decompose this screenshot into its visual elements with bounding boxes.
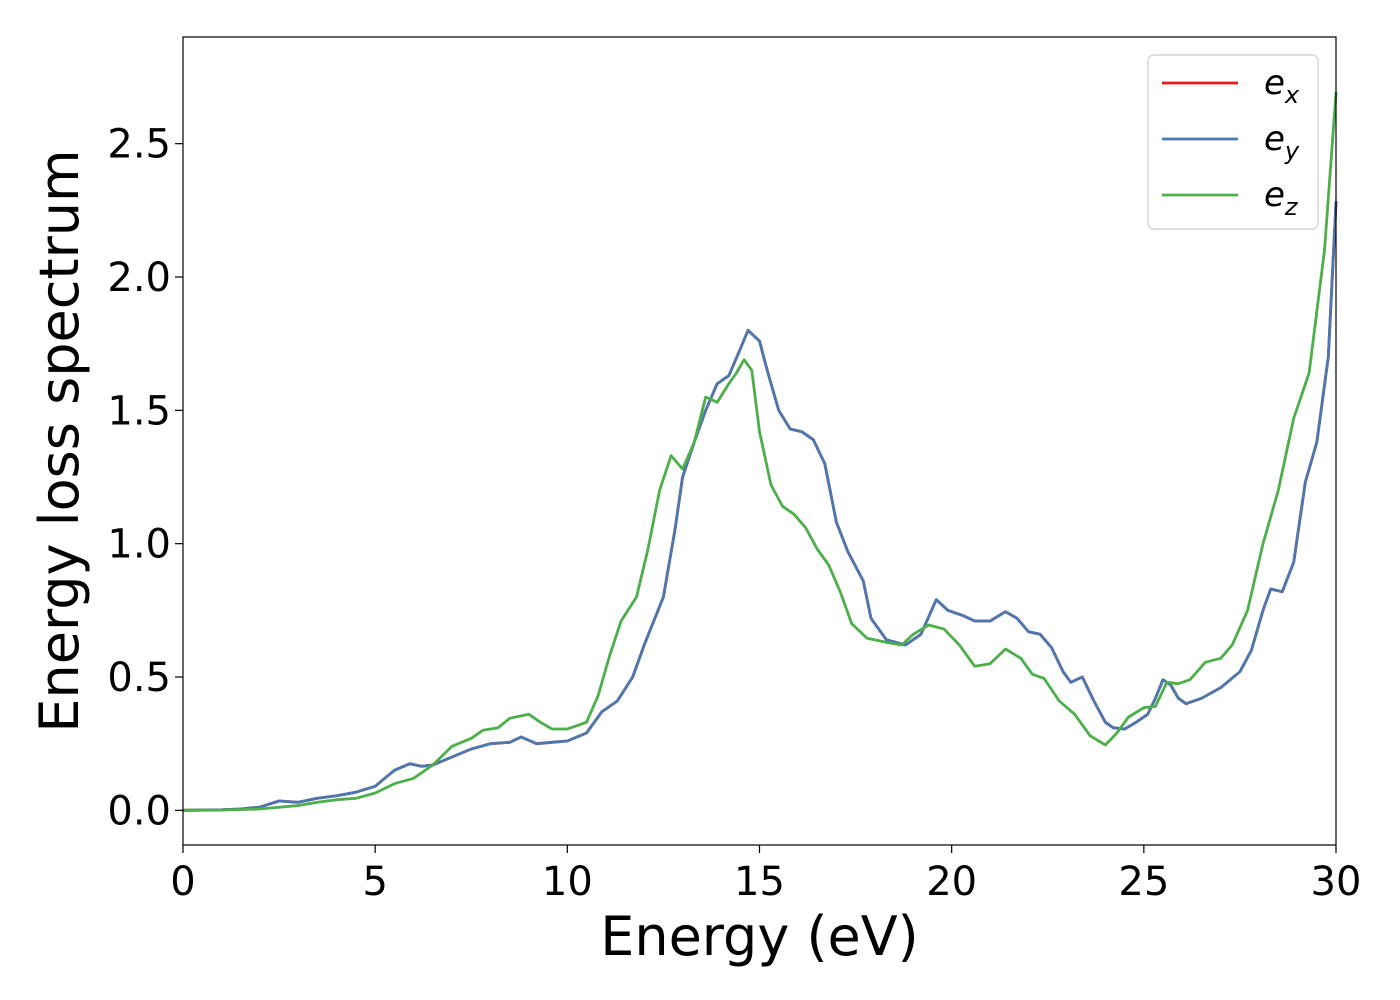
y-tick-label: 1.5 xyxy=(107,388,171,434)
series-line-y xyxy=(181,200,1338,812)
legend-label-y: ey xyxy=(1264,119,1300,165)
y-axis: 0.0 0.5 1.0 1.5 2.0 2.5 xyxy=(107,122,183,834)
series-line-z xyxy=(181,91,1338,812)
legend-label-x: ex xyxy=(1264,63,1300,109)
y-tick-label: 1.0 xyxy=(107,522,171,568)
y-tick-label: 2.5 xyxy=(107,122,171,168)
y-tick-label: 0.0 xyxy=(107,788,171,834)
series-line-x xyxy=(181,200,1338,812)
x-tick-label: 10 xyxy=(542,859,593,905)
legend: ex ey ez xyxy=(1147,54,1319,230)
x-axis: 0 5 10 15 20 25 30 xyxy=(170,845,1361,905)
x-tick-label: 5 xyxy=(362,859,387,905)
x-tick-label: 30 xyxy=(1311,859,1362,905)
y-tick-label: 2.0 xyxy=(107,255,171,301)
x-tick-label: 0 xyxy=(170,859,195,905)
y-tick-label: 0.5 xyxy=(107,655,171,701)
x-axis-title: Energy (eV) xyxy=(600,905,919,968)
x-tick-label: 25 xyxy=(1118,859,1169,905)
x-tick-label: 20 xyxy=(926,859,977,905)
series-layer xyxy=(181,91,1338,812)
legend-box xyxy=(1147,54,1319,230)
legend-label-z: ez xyxy=(1264,175,1299,221)
x-tick-label: 15 xyxy=(734,859,785,905)
y-axis-title: Energy loss spectrum xyxy=(28,149,91,732)
